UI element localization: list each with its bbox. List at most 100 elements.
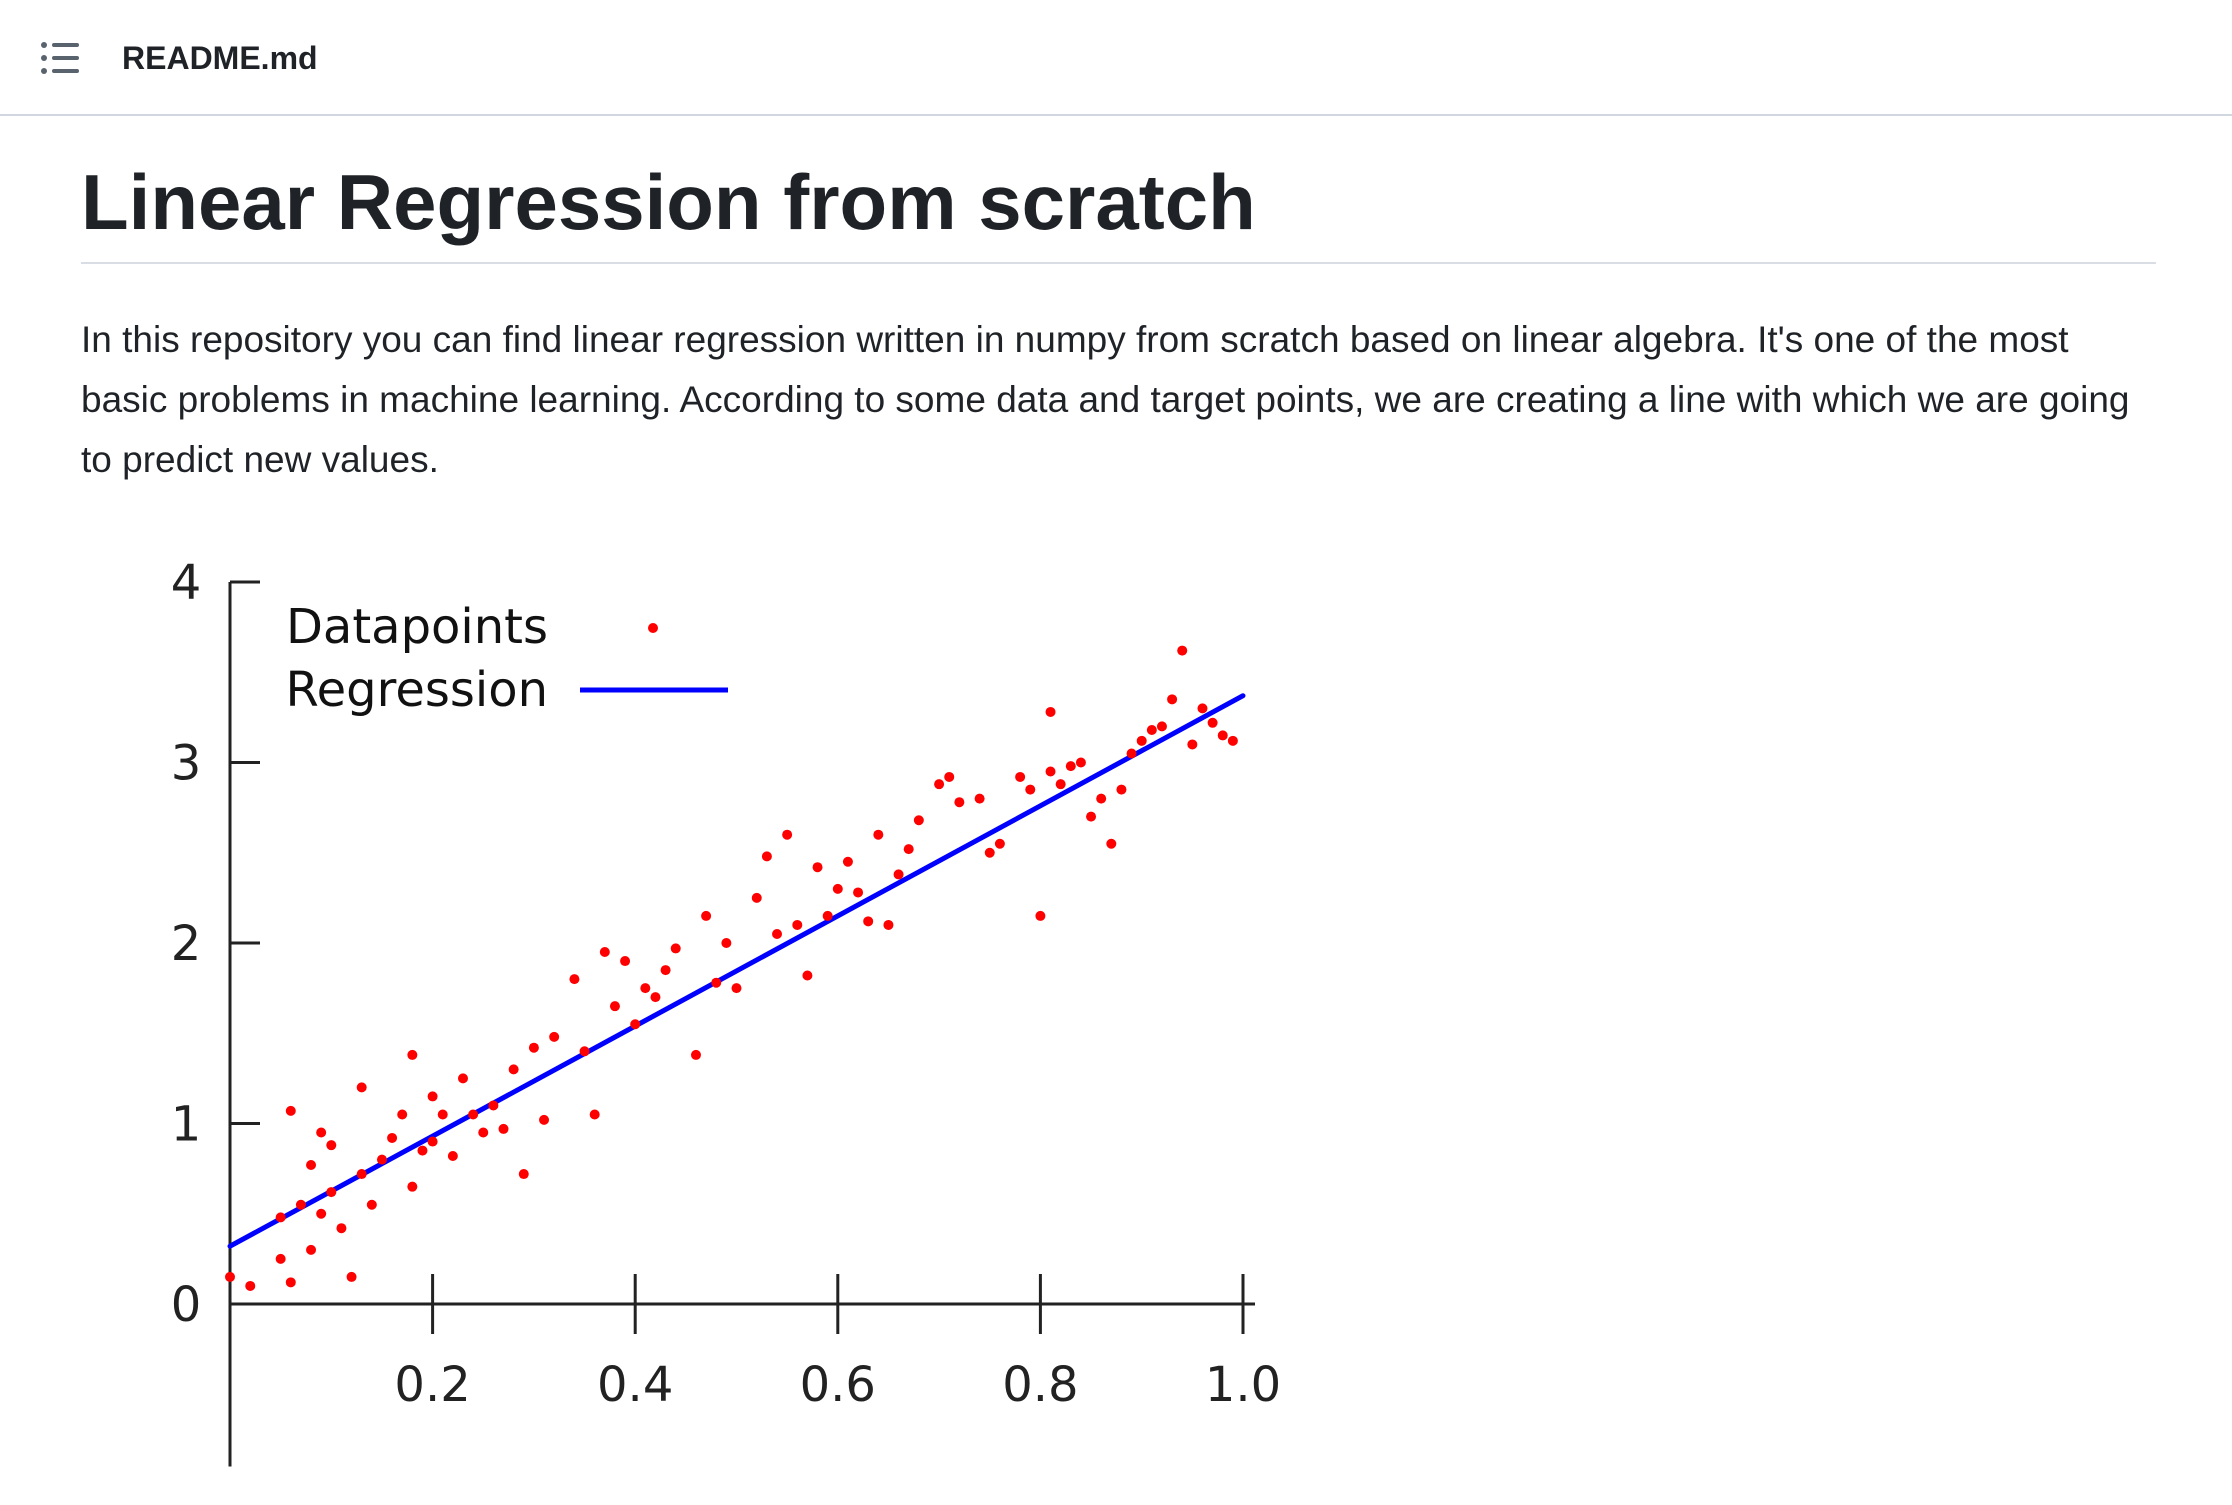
- data-point: [1227, 735, 1238, 746]
- data-point: [944, 771, 955, 782]
- data-point: [1116, 784, 1127, 795]
- regression-chart-svg: 0 1 2 3 4 0.2 0.4 0.6 0.8 1.0 Datapoints Regression: [171, 555, 1281, 1467]
- data-point: [934, 779, 945, 790]
- legend-label-datapoints: Datapoints: [286, 599, 548, 655]
- data-point: [1075, 757, 1086, 768]
- data-point: [498, 1123, 509, 1134]
- data-point: [832, 883, 843, 894]
- data-point: [417, 1145, 428, 1156]
- data-point: [690, 1049, 701, 1060]
- data-point: [478, 1127, 489, 1138]
- x-tick-label: 1.0: [1205, 1357, 1281, 1413]
- data-point: [316, 1208, 327, 1219]
- data-point: [306, 1160, 317, 1171]
- data-point: [782, 829, 793, 840]
- data-point: [772, 928, 783, 939]
- file-header: README.md: [0, 0, 2232, 116]
- data-point: [660, 965, 671, 976]
- page-title: Linear Regression from scratch: [81, 158, 1256, 246]
- data-point: [275, 1253, 286, 1264]
- data-point: [903, 844, 914, 855]
- table-of-contents-button[interactable]: [30, 30, 90, 86]
- data-point: [1146, 725, 1157, 736]
- data-point: [326, 1187, 337, 1198]
- data-point: [589, 1109, 600, 1120]
- y-tick-label: 4: [171, 555, 202, 611]
- data-point: [842, 856, 853, 867]
- data-point: [488, 1100, 499, 1111]
- data-point: [984, 847, 995, 858]
- file-name: README.md: [122, 40, 318, 76]
- data-point: [609, 1001, 620, 1012]
- data-point: [356, 1082, 367, 1093]
- data-point: [650, 992, 661, 1003]
- data-point: [225, 1271, 235, 1282]
- data-point: [1055, 779, 1066, 790]
- intro-paragraph: In this repository you can find linear r…: [81, 319, 2130, 480]
- y-tick-label: 1: [171, 1097, 202, 1153]
- data-point: [883, 919, 894, 930]
- data-point: [599, 947, 610, 958]
- data-point: [721, 938, 732, 948]
- data-point: [1096, 793, 1107, 804]
- y-tick-label: 0: [171, 1277, 202, 1333]
- data-point: [1217, 730, 1228, 741]
- data-point: [1197, 703, 1208, 714]
- data-point: [518, 1169, 529, 1180]
- data-point: [630, 1019, 641, 1030]
- data-point: [1035, 910, 1046, 921]
- data-point: [539, 1114, 550, 1125]
- x-tick-label: 0.4: [597, 1357, 673, 1413]
- data-point: [508, 1064, 519, 1075]
- data-point: [1045, 706, 1056, 717]
- data-point: [397, 1109, 408, 1120]
- data-point: [407, 1181, 418, 1192]
- legend-label-regression: Regression: [285, 662, 548, 718]
- data-point: [295, 1199, 306, 1210]
- data-point: [893, 869, 904, 880]
- data-point: [447, 1150, 458, 1161]
- data-point: [285, 1105, 296, 1116]
- data-point: [285, 1277, 296, 1288]
- data-point: [245, 1280, 256, 1291]
- x-tick-label: 0.2: [394, 1357, 470, 1413]
- data-point: [1025, 784, 1036, 795]
- data-point: [427, 1091, 438, 1102]
- data-point: [994, 838, 1005, 849]
- data-point: [1207, 717, 1218, 728]
- data-point: [366, 1199, 377, 1210]
- data-point: [670, 943, 681, 954]
- data-point: [1086, 811, 1097, 822]
- legend-marker-datapoints: [648, 623, 658, 633]
- data-point: [1156, 721, 1167, 732]
- data-point: [528, 1042, 539, 1053]
- data-point: [569, 974, 580, 985]
- data-point: [792, 919, 803, 930]
- data-point: [1126, 748, 1137, 759]
- list-unordered-icon: [41, 42, 79, 74]
- data-point: [427, 1136, 438, 1147]
- data-point: [316, 1127, 327, 1138]
- data-point: [346, 1271, 357, 1282]
- data-point: [731, 983, 742, 994]
- data-point: [1106, 838, 1117, 849]
- data-point: [387, 1132, 398, 1143]
- data-point: [640, 983, 651, 994]
- data-point: [468, 1109, 479, 1120]
- data-point: [1187, 739, 1198, 750]
- data-point: [1167, 694, 1178, 705]
- data-point: [913, 815, 924, 826]
- data-point: [376, 1154, 387, 1165]
- data-point: [275, 1212, 286, 1223]
- x-tick-label: 0.6: [800, 1357, 876, 1413]
- y-tick-label: 3: [171, 736, 202, 792]
- data-point: [306, 1244, 317, 1255]
- data-point: [974, 793, 985, 804]
- data-point: [812, 862, 823, 873]
- y-tick-label: 2: [171, 916, 202, 972]
- data-point: [457, 1073, 468, 1084]
- data-point: [822, 910, 833, 921]
- data-point: [802, 970, 813, 981]
- data-point: [326, 1140, 337, 1151]
- data-point: [853, 887, 864, 898]
